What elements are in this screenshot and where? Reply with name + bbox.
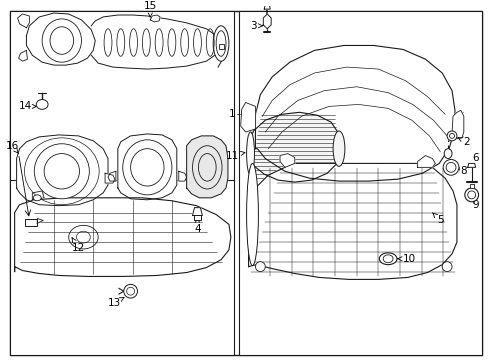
Text: 2: 2 bbox=[458, 137, 469, 147]
Ellipse shape bbox=[213, 26, 229, 61]
Text: 15: 15 bbox=[144, 1, 157, 17]
Ellipse shape bbox=[33, 195, 41, 201]
Bar bbox=[25, 220, 37, 226]
Ellipse shape bbox=[246, 163, 258, 266]
Polygon shape bbox=[105, 173, 115, 183]
Ellipse shape bbox=[216, 31, 226, 56]
Polygon shape bbox=[17, 135, 108, 206]
Polygon shape bbox=[19, 50, 27, 61]
Ellipse shape bbox=[127, 287, 135, 295]
Ellipse shape bbox=[44, 154, 79, 189]
Ellipse shape bbox=[450, 134, 455, 138]
Polygon shape bbox=[263, 14, 271, 29]
Polygon shape bbox=[18, 14, 29, 28]
Ellipse shape bbox=[447, 131, 457, 141]
Polygon shape bbox=[32, 191, 44, 200]
Bar bbox=[194, 215, 201, 220]
Ellipse shape bbox=[465, 188, 479, 202]
Polygon shape bbox=[417, 156, 435, 167]
Polygon shape bbox=[255, 45, 455, 181]
Polygon shape bbox=[118, 134, 177, 200]
Ellipse shape bbox=[42, 19, 81, 62]
Polygon shape bbox=[248, 112, 341, 182]
Ellipse shape bbox=[36, 99, 48, 109]
Text: 14: 14 bbox=[19, 102, 36, 111]
Text: 3: 3 bbox=[250, 21, 263, 31]
Text: 5: 5 bbox=[433, 213, 444, 225]
Ellipse shape bbox=[333, 131, 345, 166]
Bar bbox=[219, 45, 224, 49]
Text: 8: 8 bbox=[460, 166, 466, 176]
Polygon shape bbox=[108, 171, 116, 181]
Ellipse shape bbox=[442, 262, 452, 271]
Text: 11: 11 bbox=[225, 150, 245, 161]
Ellipse shape bbox=[123, 140, 172, 195]
Polygon shape bbox=[15, 198, 231, 276]
Polygon shape bbox=[241, 103, 255, 132]
Ellipse shape bbox=[34, 144, 89, 199]
Ellipse shape bbox=[444, 149, 452, 158]
Polygon shape bbox=[468, 163, 476, 167]
Polygon shape bbox=[26, 13, 95, 65]
Ellipse shape bbox=[124, 284, 138, 298]
Ellipse shape bbox=[255, 262, 265, 271]
Text: 6: 6 bbox=[473, 153, 479, 163]
Bar bbox=[470, 184, 474, 188]
Ellipse shape bbox=[193, 146, 222, 189]
Polygon shape bbox=[179, 171, 187, 181]
Text: 13: 13 bbox=[107, 297, 124, 308]
Text: 1: 1 bbox=[229, 109, 236, 119]
Polygon shape bbox=[248, 163, 457, 279]
Ellipse shape bbox=[246, 132, 254, 175]
Text: 12: 12 bbox=[72, 238, 85, 253]
Bar bbox=[239, 11, 482, 355]
Ellipse shape bbox=[131, 149, 164, 186]
Text: 10: 10 bbox=[397, 254, 416, 264]
Ellipse shape bbox=[383, 255, 393, 263]
Ellipse shape bbox=[468, 191, 476, 199]
Ellipse shape bbox=[50, 27, 74, 54]
Polygon shape bbox=[37, 219, 43, 223]
Polygon shape bbox=[280, 154, 295, 167]
Text: 9: 9 bbox=[473, 200, 479, 210]
Polygon shape bbox=[193, 208, 202, 216]
Ellipse shape bbox=[443, 159, 459, 175]
Text: 4: 4 bbox=[194, 218, 201, 234]
Text: 16: 16 bbox=[5, 141, 19, 153]
Polygon shape bbox=[150, 15, 160, 22]
Bar bbox=[10, 180, 234, 355]
Bar bbox=[10, 11, 234, 181]
Ellipse shape bbox=[446, 162, 456, 172]
Polygon shape bbox=[452, 110, 464, 139]
Polygon shape bbox=[264, 4, 270, 9]
Text: 7: 7 bbox=[445, 134, 451, 144]
Polygon shape bbox=[187, 136, 228, 198]
Ellipse shape bbox=[379, 253, 397, 265]
